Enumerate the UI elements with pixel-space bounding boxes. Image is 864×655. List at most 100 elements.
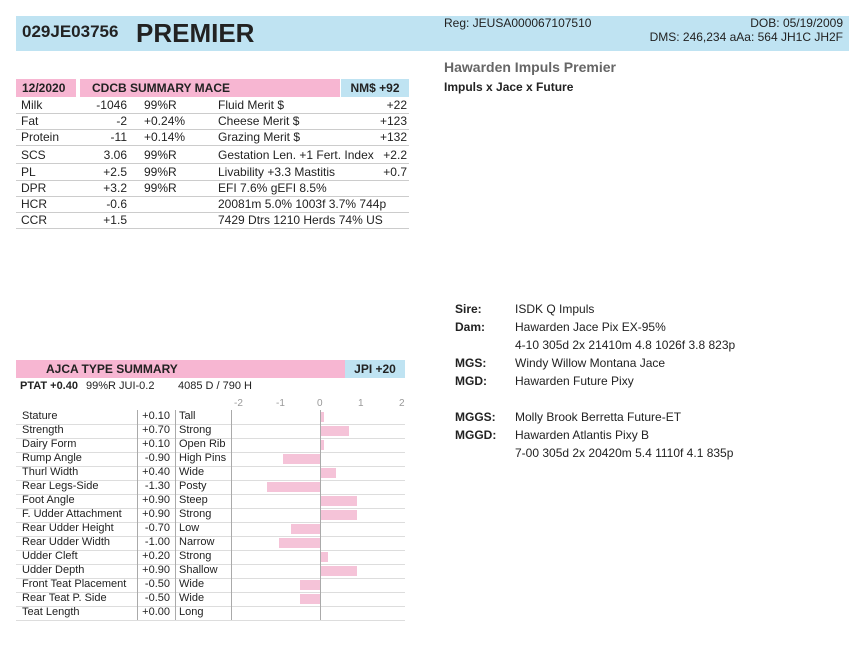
summary-row: CCR +1.5 7429 Dtrs 1210 Herds 74% US — [16, 212, 409, 229]
type-trait-row: Rump Angle -0.90 High Pins — [16, 452, 405, 467]
type-trait-desc: Steep — [179, 494, 208, 506]
type-trait-desc: Wide — [179, 592, 205, 604]
type-trait-name: Thurl Width — [22, 466, 79, 478]
summary-reliability: +0.14% — [144, 130, 186, 144]
type-trait-row: Dairy Form +0.10 Open Rib — [16, 438, 405, 453]
type-trait-row: Udder Cleft +0.20 Strong — [16, 550, 405, 565]
type-summary-title: AJCA TYPE SUMMARY — [16, 360, 345, 378]
summary-trait2: 7429 Dtrs 1210 Herds 74% US — [218, 213, 383, 227]
summary-value2: +132 — [379, 130, 407, 144]
ptat-reliability: 99%R JUI-0.2 — [86, 380, 155, 392]
summary-trait2: Grazing Merit $ — [218, 130, 301, 144]
animal-full-name: Hawarden Impuls Premier — [444, 59, 616, 75]
ptat-daughters: 4085 D / 790 H — [178, 380, 252, 392]
mggs-label: MGGS: — [455, 410, 496, 424]
summary-trait2: Fluid Merit $ — [218, 98, 285, 112]
type-axis-tick: 0 — [317, 398, 323, 409]
type-trait-row: Foot Angle +0.90 Steep — [16, 494, 405, 509]
type-zero-line — [320, 410, 321, 620]
type-trait-row: Rear Udder Width -1.00 Narrow — [16, 536, 405, 551]
type-trait-bar — [266, 482, 320, 492]
ptat-value: PTAT +0.40 — [20, 380, 78, 392]
summary-row: PL +2.5 99%R Livability +3.3 Mastitis +0.7 — [16, 164, 409, 181]
summary-row: SCS 3.06 99%R Gestation Len. +1 Fert. Index… — [16, 147, 409, 164]
summary-row: Protein -11 +0.14% Grazing Merit $ +132 — [16, 129, 409, 146]
type-trait-value: -1.00 — [144, 536, 170, 548]
summary-trait: CCR — [21, 213, 47, 227]
type-trait-name: Foot Angle — [22, 494, 75, 506]
type-trait-row: Thurl Width +0.40 Wide — [16, 466, 405, 481]
pedigree-summary: Impuls x Jace x Future — [444, 80, 574, 94]
summary-value2: +2.2 — [383, 148, 407, 162]
type-trait-bar — [299, 594, 320, 604]
type-trait-desc: Shallow — [179, 564, 218, 576]
type-trait-desc: Strong — [179, 508, 212, 520]
type-trait-name: Teat Length — [22, 606, 80, 618]
summary-trait2: EFI 7.6% gEFI 8.5% — [218, 181, 327, 195]
summary-trait: Fat — [21, 114, 39, 128]
summary-value: +2.5 — [103, 165, 127, 179]
type-trait-bar — [320, 496, 357, 506]
type-trait-row: F. Udder Attachment +0.90 Strong — [16, 508, 405, 523]
type-trait-value: -0.50 — [144, 578, 170, 590]
type-divider — [175, 410, 176, 620]
summary-row: Milk -1046 99%R Fluid Merit $ +22 — [16, 97, 409, 114]
type-axis-tick: 1 — [358, 398, 364, 409]
type-trait-value: +0.90 — [142, 564, 170, 576]
type-trait-desc: Strong — [179, 424, 212, 436]
summary-date: 12/2020 — [16, 79, 76, 97]
summary-row: Fat -2 +0.24% Cheese Merit $ +123 — [16, 113, 409, 130]
type-trait-desc: Narrow — [179, 536, 215, 548]
type-trait-row: Front Teat Placement -0.50 Wide — [16, 578, 405, 593]
type-trait-name: Rear Udder Height — [22, 522, 114, 534]
summary-reliability: 99%R — [144, 98, 177, 112]
type-trait-desc: Wide — [179, 466, 205, 478]
summary-value2: +123 — [379, 114, 407, 128]
type-trait-bar — [320, 552, 329, 562]
mggd-record: 7-00 305d 2x 20420m 5.4 1110f 4.1 835p — [515, 446, 734, 460]
type-divider — [137, 410, 138, 620]
type-trait-bar — [320, 566, 357, 576]
type-trait-bar — [283, 454, 320, 464]
summary-value: 3.06 — [103, 148, 127, 162]
dam-record: 4-10 305d 2x 21410m 4.8 1026f 3.8 823p — [515, 338, 736, 352]
dms-info: DMS: 246,234 aAa: 564 JH1C JH2F — [649, 30, 843, 44]
type-trait-value: -0.70 — [144, 522, 170, 534]
type-trait-name: Udder Cleft — [22, 550, 78, 562]
type-trait-bar — [320, 510, 357, 520]
type-axis-tick: 2 — [399, 398, 405, 409]
type-trait-desc: Posty — [179, 480, 207, 492]
summary-trait: SCS — [21, 148, 46, 162]
type-trait-value: +0.10 — [142, 410, 170, 422]
dam-label: Dam: — [455, 320, 486, 334]
type-trait-name: Stature — [22, 410, 58, 422]
type-trait-value: +0.40 — [142, 466, 170, 478]
summary-value: -0.6 — [106, 197, 127, 211]
summary-value: -11 — [110, 130, 127, 144]
mggd-label: MGGD: — [455, 428, 497, 442]
type-trait-value: +0.90 — [142, 494, 170, 506]
animal-id: 029JE03756 — [22, 22, 119, 41]
type-trait-value: -0.50 — [144, 592, 170, 604]
type-trait-name: Rear Teat P. Side — [22, 592, 107, 604]
type-trait-row: Rear Udder Height -0.70 Low — [16, 522, 405, 537]
type-trait-desc: High Pins — [179, 452, 227, 464]
summary-reliability: +0.24% — [144, 114, 186, 128]
type-trait-row: Rear Legs-Side -1.30 Posty — [16, 480, 405, 495]
type-summary-header: AJCA TYPE SUMMARY JPI +20 — [16, 360, 405, 378]
type-trait-bar — [299, 580, 320, 590]
type-trait-value: -1.30 — [144, 480, 170, 492]
type-trait-desc: Long — [179, 606, 204, 618]
summary-row: HCR -0.6 20081m 5.0% 1003f 3.7% 744p — [16, 196, 409, 213]
summary-trait: PL — [21, 165, 36, 179]
summary-value2: +0.7 — [383, 165, 407, 179]
summary-trait2: Gestation Len. +1 Fert. Index — [218, 148, 374, 162]
type-trait-name: Rear Legs-Side — [22, 480, 99, 492]
type-trait-bar — [291, 524, 320, 534]
mggd-value: Hawarden Atlantis Pixy B — [515, 428, 650, 442]
summary-reliability: 99%R — [144, 148, 177, 162]
type-trait-value: +0.00 — [142, 606, 170, 618]
summary-trait2: 20081m 5.0% 1003f 3.7% 744p — [218, 197, 387, 211]
sire-value: ISDK Q Impuls — [515, 302, 595, 316]
type-trait-desc: Strong — [179, 550, 212, 562]
